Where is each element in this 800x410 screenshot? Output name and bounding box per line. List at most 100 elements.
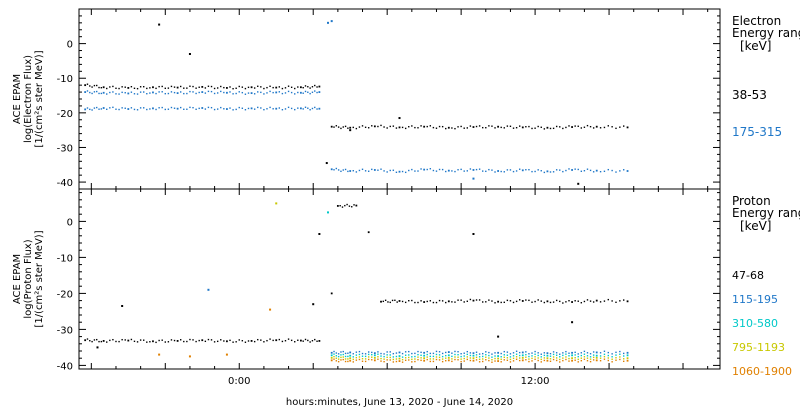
data-point-fill (96, 84, 98, 87)
data-point-fill (408, 359, 410, 361)
data-point-fill (503, 127, 505, 129)
data-point-fill (401, 358, 404, 361)
data-point (423, 301, 426, 303)
y-axis-label-line: log(Electron Flux) (23, 55, 34, 143)
data-point-fill (503, 171, 505, 173)
data-point-fill (133, 87, 136, 90)
data-point-fill (179, 339, 182, 341)
data-point (349, 354, 352, 357)
data-point-fill (380, 357, 382, 360)
data-point-fill (482, 355, 484, 358)
data-point-fill (599, 355, 602, 357)
data-point-fill (485, 353, 487, 356)
data-point-fill (377, 169, 379, 171)
data-point-fill (555, 169, 558, 171)
data-point-fill (435, 127, 438, 129)
data-point (201, 339, 204, 342)
data-point-fill (534, 170, 536, 173)
data-point-fill (619, 350, 621, 353)
data-point-fill (216, 92, 219, 94)
series-2 (84, 90, 629, 174)
data-point-fill (170, 106, 173, 109)
data-point-fill (426, 125, 428, 128)
series-5 (330, 358, 629, 363)
data-point-fill (272, 108, 274, 110)
data-point-fill (333, 353, 335, 355)
data-point-fill (420, 357, 422, 359)
data-point (447, 169, 450, 172)
data-point-fill (112, 106, 114, 109)
data-point-fill (408, 350, 410, 353)
data-point (102, 86, 105, 89)
data-point (398, 357, 401, 360)
data-point-fill (238, 85, 240, 88)
data-point (521, 356, 524, 359)
data-point-fill (574, 351, 576, 354)
data-point-fill (414, 352, 416, 355)
data-point-fill (364, 360, 367, 363)
data-point-fill (559, 169, 561, 171)
data-point (330, 351, 333, 354)
data-point-fill (559, 356, 561, 358)
data-point (472, 354, 475, 357)
data-point-fill (432, 352, 435, 355)
data-point-fill (622, 360, 625, 363)
y-axis-label-line: ACE EPAM (12, 254, 23, 304)
data-point-fill (124, 107, 126, 109)
data-point-fill (391, 299, 394, 302)
data-point-fill (314, 90, 316, 92)
data-point-fill (426, 356, 428, 358)
data-point-fill (420, 359, 422, 362)
data-point-fill (316, 108, 318, 110)
y-tick-label: -20 (57, 289, 73, 300)
data-point (626, 351, 629, 354)
data-point-fill (488, 354, 490, 357)
data-point-fill (475, 125, 478, 128)
data-point-fill (463, 360, 465, 362)
data-point-fill (192, 106, 194, 109)
data-point-fill (488, 299, 490, 301)
data-point-fill (568, 357, 570, 360)
data-point-fill (429, 352, 432, 355)
data-point-fill (518, 354, 521, 357)
data-point-fill (607, 298, 609, 301)
data-point-fill (401, 361, 404, 363)
data-point-fill (342, 350, 344, 353)
data-point-fill (380, 124, 382, 127)
data-point-fill (314, 106, 316, 109)
data-point (398, 300, 401, 302)
data-point-fill (482, 301, 484, 303)
data-point-fill (562, 127, 564, 130)
data-point-fill (304, 90, 307, 93)
data-point-fill (339, 205, 341, 207)
data-point (447, 351, 450, 353)
data-point-fill (460, 355, 462, 358)
x-axis-label: hours:minutes, June 13, 2020 - June 14, … (286, 397, 513, 408)
data-point-fill (361, 358, 364, 360)
data-point-fill (115, 108, 117, 110)
data-point-fill (179, 91, 182, 93)
data-point-fill (355, 354, 358, 356)
outlier-point (330, 20, 333, 23)
data-point-fill (266, 92, 268, 94)
data-point-fill (383, 126, 385, 128)
data-point-fill (583, 356, 586, 358)
data-point-fill (420, 300, 422, 302)
data-point-fill (189, 106, 191, 109)
data-point-fill (383, 358, 385, 360)
y-tick-label: -40 (57, 361, 73, 372)
data-point-fill (506, 351, 509, 353)
data-point (472, 126, 475, 128)
data-point-fill (420, 168, 422, 170)
data-point-fill (213, 108, 216, 111)
data-point-fill (290, 339, 293, 342)
data-point-fill (340, 354, 342, 356)
data-point-fill (223, 91, 225, 94)
data-point-fill (426, 353, 428, 356)
data-point-fill (515, 170, 518, 172)
data-point-fill (408, 299, 410, 302)
data-point (318, 107, 321, 110)
data-point-fill (494, 302, 496, 304)
data-point-fill (395, 127, 398, 129)
